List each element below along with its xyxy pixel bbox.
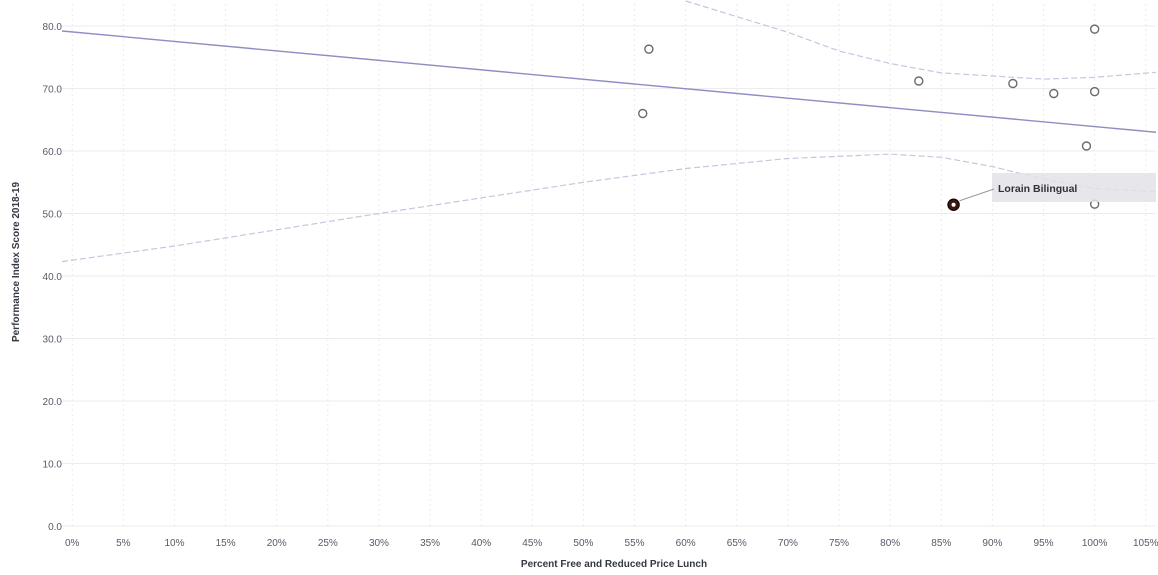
y-tick-label: 0.0 (48, 522, 62, 533)
trend-line (61, 30, 1157, 133)
x-tick-label: 10% (164, 538, 184, 549)
data-point (1089, 24, 1100, 34)
x-tick-label: 20% (267, 538, 287, 549)
data-point (1008, 78, 1018, 89)
x-tick-label: 45% (522, 538, 542, 549)
highlight-annotation: Lorain Bilingual (959, 173, 1156, 202)
x-tick-label: 30% (369, 538, 389, 549)
data-point (1089, 86, 1100, 97)
y-tick-label: 10.0 (43, 460, 63, 471)
y-tick-label: 70.0 (43, 85, 63, 96)
y-tick-label: 40.0 (43, 272, 63, 283)
confidence-lower-line (61, 153, 1157, 263)
data-point (638, 108, 648, 119)
confidence-upper-line (685, 0, 1157, 80)
y-axis-tick-labels: 0.0 10.0 20.0 30.0 40.0 50.0 60.0 70.0 80.0 (43, 22, 63, 533)
x-tick-label: 70% (778, 538, 798, 549)
x-tick-label: 105% (1133, 538, 1158, 549)
y-tick-label: 60.0 (43, 147, 63, 158)
y-tick-label: 80.0 (43, 22, 63, 33)
data-point (1049, 88, 1059, 99)
x-tick-label: 0% (65, 538, 80, 549)
x-axis-tick-labels: 0% 5% 10% 15% 20% 25% 30% 35% 40% 45% 50% 55% 60% 65%… (65, 538, 1158, 549)
x-tick-label: 60% (676, 538, 696, 549)
grid-lines (62, 4, 1156, 527)
data-points (638, 24, 1100, 211)
confidence-band (61, 0, 1157, 263)
x-tick-label: 90% (982, 538, 1002, 549)
annotation-leader-line (959, 188, 995, 202)
x-tick-label: 15% (216, 538, 236, 549)
x-tick-label: 25% (318, 538, 338, 549)
x-tick-label: 65% (727, 538, 747, 549)
x-axis-title: Percent Free and Reduced Price Lunch (521, 559, 707, 570)
x-tick-label: 40% (471, 538, 491, 549)
data-point (914, 76, 924, 86)
x-tick-label: 35% (420, 538, 440, 549)
x-tick-label: 5% (116, 538, 131, 549)
y-tick-label: 50.0 (43, 210, 63, 221)
y-tick-label: 30.0 (43, 335, 63, 346)
x-tick-label: 75% (829, 538, 849, 549)
x-tick-label: 80% (880, 538, 900, 549)
annotation-background (992, 173, 1156, 202)
x-tick-label: 95% (1034, 538, 1054, 549)
data-point (1081, 141, 1092, 151)
x-tick-label: 85% (931, 538, 951, 549)
x-tick-label: 55% (625, 538, 645, 549)
annotation-label: Lorain Bilingual (998, 183, 1077, 195)
highlight-point-center (951, 202, 956, 207)
x-tick-label: 50% (573, 538, 593, 549)
y-tick-label: 20.0 (43, 397, 63, 408)
trend-line-group (61, 30, 1157, 133)
y-axis-title: Performance Index Score 2018-19 (11, 182, 22, 343)
x-tick-label: 100% (1082, 538, 1108, 549)
data-point (644, 44, 654, 54)
